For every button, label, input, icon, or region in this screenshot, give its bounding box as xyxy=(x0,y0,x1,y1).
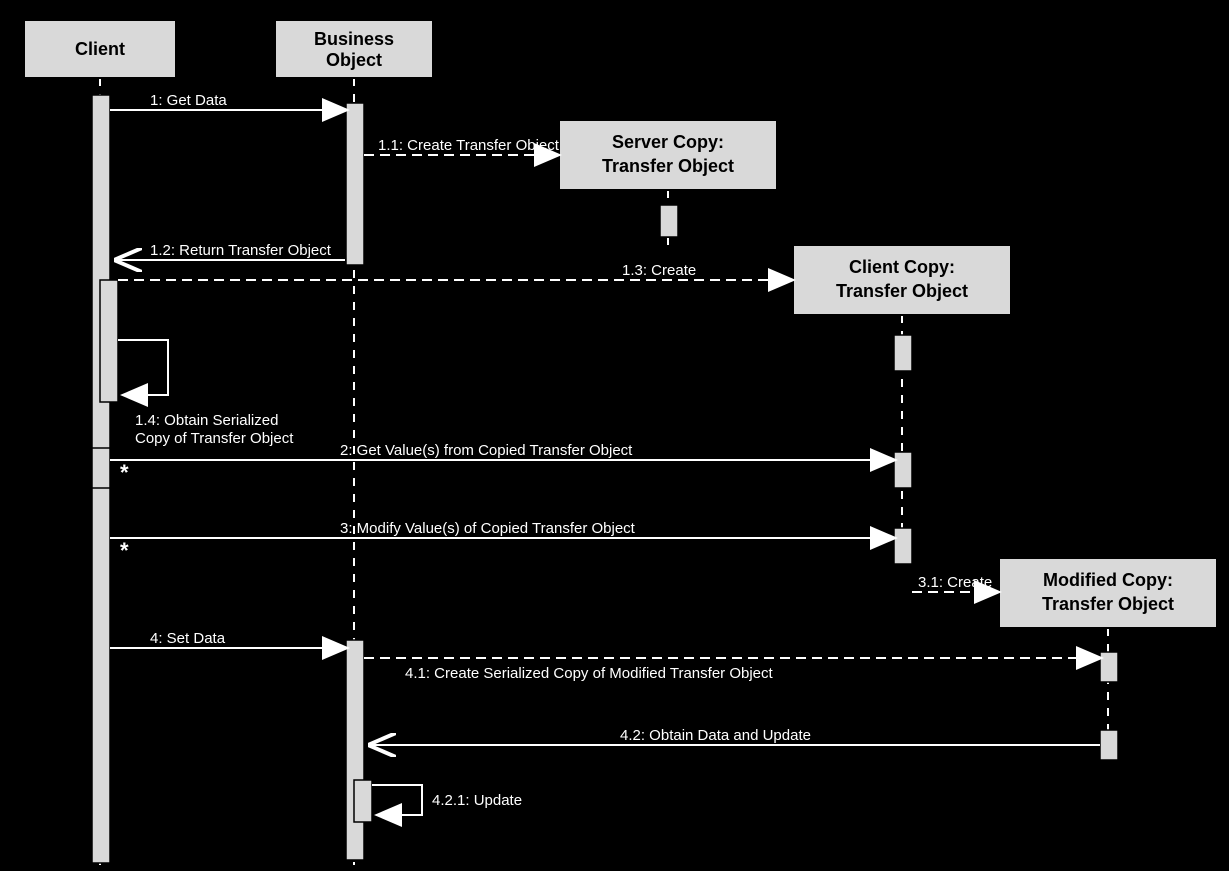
msg-update xyxy=(372,785,422,815)
client-copy-activation-3 xyxy=(894,528,912,564)
sequence-diagram: Client Business Object Server Copy: Tran… xyxy=(0,0,1229,871)
client-copy-activation-2 xyxy=(894,452,912,488)
modified-copy-activation-1 xyxy=(1100,652,1118,682)
msg-obtain-update-label: 4.2: Obtain Data and Update xyxy=(620,727,811,744)
server-copy-box: Server Copy: Transfer Object xyxy=(559,120,777,190)
msg-create-copy-label: 1.3: Create xyxy=(622,262,696,279)
server-copy-activation xyxy=(660,205,678,237)
business-activation-1 xyxy=(346,103,364,265)
msg-create-modified-label: 3.1: Create xyxy=(918,574,992,591)
client-copy-box: Client Copy: Transfer Object xyxy=(793,245,1011,315)
modified-copy-box: Modified Copy: Transfer Object xyxy=(999,558,1217,628)
msg-return-transfer-label: 1.2: Return Transfer Object xyxy=(150,242,332,259)
star-icon-2: * xyxy=(120,538,129,563)
svg-text:Server Copy:: Server Copy: xyxy=(612,132,724,152)
svg-text:Transfer Object: Transfer Object xyxy=(602,156,734,176)
msg-get-values-label: 2: Get Value(s) from Copied Transfer Obj… xyxy=(340,442,633,459)
star-icon-1: * xyxy=(120,460,129,485)
client-activation-nested xyxy=(100,280,118,402)
business-box: Business Object xyxy=(275,20,433,78)
msg-modify-values-label: 3: Modify Value(s) of Copied Transfer Ob… xyxy=(340,520,636,537)
svg-text:Business: Business xyxy=(314,29,394,49)
msg-create-serialized-label: 4.1: Create Serialized Copy of Modified … xyxy=(405,665,774,682)
business-activation-nested xyxy=(354,780,372,822)
svg-text:Transfer Object: Transfer Object xyxy=(836,281,968,301)
msg-obtain-serialized-label-2: Copy of Transfer Object xyxy=(135,430,294,447)
business-activation-2 xyxy=(346,640,364,860)
msg-update-label: 4.2.1: Update xyxy=(432,792,522,809)
msg-obtain-serialized-label-1: 1.4: Obtain Serialized xyxy=(135,412,278,429)
msg-obtain-serialized xyxy=(118,340,168,395)
svg-text:Modified Copy:: Modified Copy: xyxy=(1043,570,1173,590)
msg-set-data-label: 4: Set Data xyxy=(150,630,226,647)
msg-create-transfer-label: 1.1: Create Transfer Object xyxy=(378,137,560,154)
client-box: Client xyxy=(24,20,176,78)
svg-text:Transfer Object: Transfer Object xyxy=(1042,594,1174,614)
svg-text:Client Copy:: Client Copy: xyxy=(849,257,955,277)
svg-text:Object: Object xyxy=(326,50,382,70)
svg-text:Client: Client xyxy=(75,39,125,59)
client-copy-activation-1 xyxy=(894,335,912,371)
msg-get-data-label: 1: Get Data xyxy=(150,92,227,109)
modified-copy-activation-2 xyxy=(1100,730,1118,760)
client-activation-small xyxy=(92,448,110,488)
